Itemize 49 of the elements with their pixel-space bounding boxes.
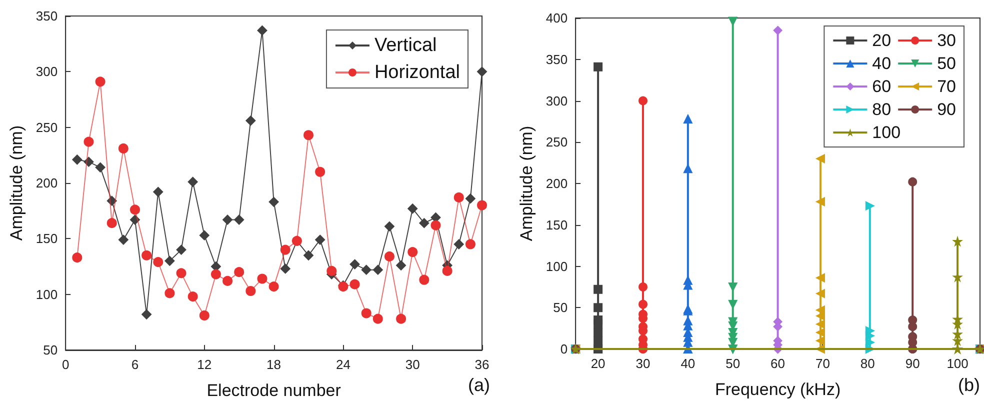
x-tick-label: 12 [197, 357, 212, 372]
legend-label: 100 [872, 123, 901, 142]
legend-label: 40 [872, 54, 892, 73]
y-tick-label: 100 [36, 286, 58, 302]
x-tick-label: 80 [860, 356, 875, 371]
y-tick-label: 250 [36, 120, 58, 135]
x-axis-title: Frequency (kHz) [714, 380, 841, 399]
y-tick-label: 300 [36, 64, 58, 80]
legend-label: 60 [872, 77, 892, 96]
x-tick-label: 60 [770, 356, 786, 371]
y-tick-label: 200 [546, 176, 568, 191]
x-tick-label: 18 [266, 357, 282, 372]
x-tick-label: 20 [590, 356, 606, 371]
y-tick-label: 400 [546, 10, 568, 26]
y-tick-label: 100 [546, 258, 568, 274]
x-tick-label: 24 [336, 357, 350, 372]
x-tick-label: 36 [474, 357, 490, 372]
y-tick-label: 50 [43, 342, 58, 358]
y-tick-label: 250 [546, 134, 568, 150]
legend-label: 50 [937, 54, 956, 73]
legend-label: Vertical [374, 35, 437, 56]
y-tick-label: 150 [36, 231, 58, 246]
legend-label: 80 [872, 100, 892, 119]
legend-label: Horizontal [374, 62, 460, 83]
y-tick-label: 350 [36, 8, 58, 24]
y-axis-title: Amplitude (nm) [517, 126, 536, 242]
y-axis-title: Amplitude (nm) [7, 125, 26, 241]
x-tick-label: 50 [726, 356, 740, 371]
x-tick-label: 90 [905, 356, 920, 371]
x-tick-label: 30 [636, 356, 650, 371]
x-axis-title: Electrode number [206, 381, 342, 400]
x-tick-label: 100 [946, 356, 968, 371]
y-tick-label: 50 [553, 300, 568, 316]
x-tick-label: 70 [815, 356, 830, 371]
y-tick-label: 350 [546, 52, 568, 67]
y-tick-label: 0 [560, 342, 568, 356]
x-tick-label: 30 [405, 357, 420, 372]
text: (b) [958, 375, 980, 395]
x-tick-label: 6 [131, 357, 139, 372]
y-tick-label: 150 [546, 217, 568, 232]
legend-label: 70 [937, 77, 956, 96]
legend-label: 20 [872, 31, 892, 50]
legend-label: 30 [937, 31, 956, 50]
y-tick-label: 300 [546, 93, 568, 108]
text: (a) [468, 375, 490, 395]
legend-label: 90 [937, 100, 956, 119]
x-tick-label: 40 [680, 356, 696, 371]
y-tick-label: 200 [36, 176, 58, 190]
x-tick-label: 0 [62, 357, 70, 372]
